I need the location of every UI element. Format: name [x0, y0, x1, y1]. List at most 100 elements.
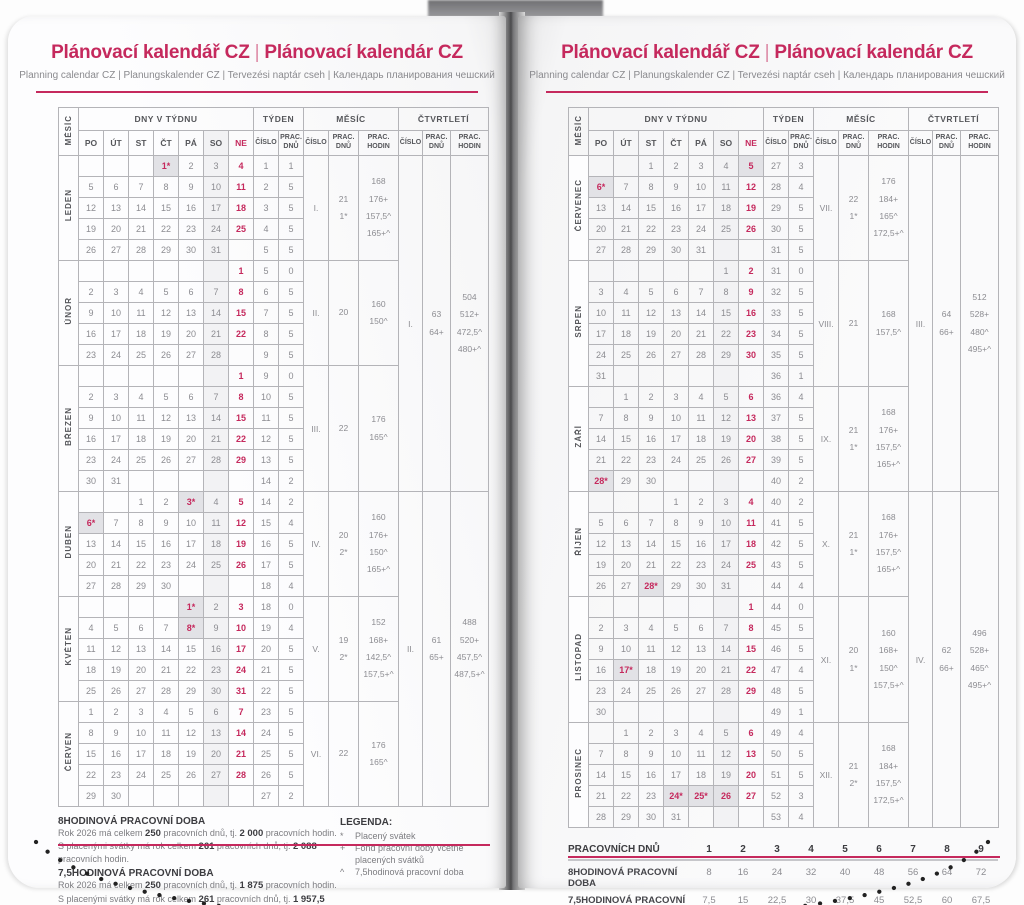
col-header-day: PÁ: [688, 130, 714, 156]
day-cell: 16: [588, 659, 614, 681]
day-cell: [738, 701, 764, 723]
day-cell: 12: [588, 533, 614, 555]
col-header-day: NE: [228, 130, 254, 156]
day-cell: 29: [128, 575, 154, 597]
month-workdays: 20: [328, 260, 359, 366]
day-cell: [688, 701, 714, 723]
day-cell: 25: [128, 449, 154, 471]
day-cell: 26: [738, 218, 764, 240]
day-cell: 18: [738, 533, 764, 555]
day-cell: 18: [203, 533, 229, 555]
day-cell: 23: [153, 554, 179, 576]
day-cell: 13: [128, 638, 154, 660]
col-subheader: ČÍSLO: [763, 130, 789, 156]
month-workdays: 22 1*: [838, 155, 869, 261]
month-hours: 168 176+ 157,5^ 165+^: [868, 491, 909, 597]
day-cell: 21: [588, 449, 614, 471]
quarter-hours: 504 512+ 472,5^ 480+^: [450, 155, 489, 492]
header-rule: [546, 91, 988, 93]
col-header-month-group: MĚSÍC: [303, 107, 399, 131]
worktable-value: 40: [839, 867, 851, 878]
week-row: PROSINEC 1 2 3 4 5 6 49 4 XII. 21 2* 168 184+ 157,5…: [568, 722, 999, 828]
day-cell: [738, 806, 764, 828]
col-subheader: PRAC. DNŮ: [932, 130, 961, 156]
month-number: XII.: [813, 722, 839, 828]
col-header-day: ST: [128, 130, 154, 156]
title-cz: Plánovací kalendář CZ: [51, 42, 250, 63]
day-cell: 20: [588, 218, 614, 240]
day-cell: 9: [203, 617, 229, 639]
day-cell: 1*: [153, 155, 179, 177]
week-row: 6* 7 8 9 10 11 12 28 4: [569, 176, 999, 198]
day-cell: [203, 260, 229, 282]
day-cell: 30: [103, 785, 129, 807]
day-cell: 9: [638, 743, 664, 765]
week-workdays-cell: 5: [278, 701, 304, 723]
month-workdays: 20 2*: [328, 491, 359, 597]
worktable-value: 22,5: [767, 895, 787, 905]
month-hours: 168 184+ 157,5^ 172,5+^: [868, 722, 909, 828]
day-cell: [688, 806, 714, 828]
week-number-cell: 47: [763, 659, 789, 681]
day-cell: 10: [613, 638, 639, 660]
week-number-cell: 40: [763, 491, 789, 513]
week-row: 28* 29 30 40 2: [569, 470, 999, 492]
day-cell: 14: [638, 533, 664, 555]
day-cell: 29: [663, 575, 689, 597]
week-number-cell: 18: [253, 596, 279, 618]
page-header-right: Plánovací kalendář CZ | Plánovací kalendár…: [518, 16, 1016, 93]
week-number-cell: 13: [253, 449, 279, 471]
week-workdays-cell: 4: [788, 806, 814, 828]
day-cell: 26: [153, 449, 179, 471]
bottom-rule-right: [568, 856, 1000, 858]
col-subheader: ČÍSLO: [398, 130, 423, 156]
day-cell: 29: [638, 239, 664, 261]
quarter-workdays: 62 66+: [932, 491, 961, 828]
day-cell: 25: [613, 344, 639, 366]
day-cell: 6: [178, 281, 204, 303]
day-cell: 19: [78, 218, 104, 240]
day-cell: 23: [178, 218, 204, 240]
title-separator: |: [764, 42, 770, 63]
day-cell: 13: [588, 197, 614, 219]
day-cell: 8: [638, 176, 664, 198]
worktable-value: 72: [975, 867, 987, 878]
day-cell: [128, 155, 154, 177]
worktable-col-header: 2: [740, 844, 746, 855]
day-cell: 6: [103, 176, 129, 198]
week-number-cell: 43: [763, 554, 789, 576]
week-number-cell: 31: [763, 239, 789, 261]
week-number-cell: 10: [253, 386, 279, 408]
day-cell: 5: [638, 281, 664, 303]
day-cell: 11: [688, 407, 714, 429]
week-workdays-cell: 5: [278, 659, 304, 681]
day-cell: 30: [638, 806, 664, 828]
day-cell: [713, 239, 739, 261]
week-row: LEDEN 1* 2 3 4 1 1 I. 21 1* 168 176+ 157,5^ 165+^…: [58, 155, 489, 492]
day-cell: [738, 575, 764, 597]
month-hours: 168 157,5^: [868, 260, 909, 387]
week-workdays-cell: 5: [788, 323, 814, 345]
month-workdays: 22: [328, 365, 359, 492]
day-cell: 22: [613, 785, 639, 807]
day-cell: 2: [203, 596, 229, 618]
day-cell: 11: [203, 512, 229, 534]
week-workdays-cell: 5: [278, 743, 304, 765]
week-workdays-cell: 5: [788, 638, 814, 660]
week-workdays-cell: 5: [278, 449, 304, 471]
month-name-label: ČERVENEC: [574, 179, 583, 232]
week-workdays-cell: 1: [788, 701, 814, 723]
planning-table-left: MĚSÍC DNY V TÝDNU TÝDEN MĚSÍC ČTVRTLETÍ PO ÚT S…: [58, 107, 489, 807]
day-cell: 8*: [178, 617, 204, 639]
day-cell: 15: [228, 407, 254, 429]
title-cz: Plánovací kalendář CZ: [561, 42, 760, 63]
week-row: 9 10 11 12 13 14 15 11 5: [59, 407, 489, 429]
week-workdays-cell: 5: [788, 407, 814, 429]
day-cell: 30: [153, 575, 179, 597]
day-cell: 27: [178, 344, 204, 366]
week-number-cell: 42: [763, 533, 789, 555]
day-cell: 9: [178, 176, 204, 198]
week-workdays-cell: 0: [788, 596, 814, 618]
week-row: 28 29 30 31 53 4: [569, 806, 999, 828]
quarter-number: II.: [398, 491, 423, 807]
